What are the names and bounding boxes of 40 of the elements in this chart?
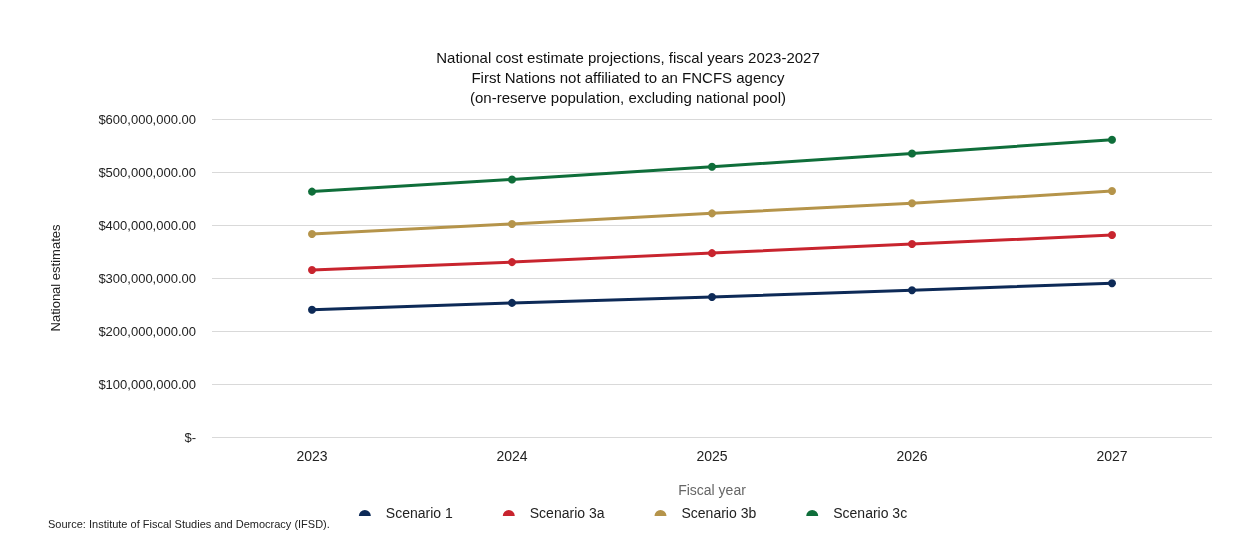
y-tick-label: $500,000,000.00 [98,164,196,180]
y-tick-label: $100,000,000.00 [98,376,196,392]
point [308,305,316,314]
y-tick-label: $200,000,000.00 [98,323,196,339]
point [708,209,716,218]
point [908,149,916,158]
point [908,199,916,208]
point [308,187,316,196]
point [508,175,516,184]
point [908,286,916,295]
y-tick-label: $400,000,000.00 [98,217,196,233]
point [908,240,916,249]
point [1108,135,1116,144]
point [1108,231,1116,240]
legend-label: Scenario 3b [681,505,757,521]
point [708,249,716,258]
source-note: Source: Institute of Fiscal Studies and Democracy (IFSD). [48,517,330,530]
point [708,293,716,302]
legend-label: Scenario 1 [385,505,453,521]
point [1108,187,1116,196]
chart-title: National cost estimate projections, fiscal years 2023-2027 First Nations not affiliated to an FNCFS agency (on-reserve population, excluding national pool) [436,48,820,106]
point [1108,279,1116,288]
x-tick-label: 2024 [496,448,528,464]
point [708,162,716,171]
y-tick-label: $- [184,429,196,445]
point [508,258,516,267]
point [508,298,516,307]
x-tick-label: 2023 [296,448,328,464]
point [308,266,316,275]
y-tick-label: $300,000,000.00 [98,270,196,286]
y-tick-label: $600,000,000.00 [98,111,196,127]
y-axis-title: National estimates [48,224,63,332]
legend-label: Scenario 3c [833,505,908,521]
legend-label: Scenario 3a [529,505,605,521]
point [508,219,516,228]
x-tick-label: 2026 [896,448,928,464]
point [308,230,316,239]
x-tick-label: 2025 [696,448,728,464]
x-tick-label: 2027 [1096,448,1128,464]
x-axis-title: Fiscal year [678,482,747,498]
